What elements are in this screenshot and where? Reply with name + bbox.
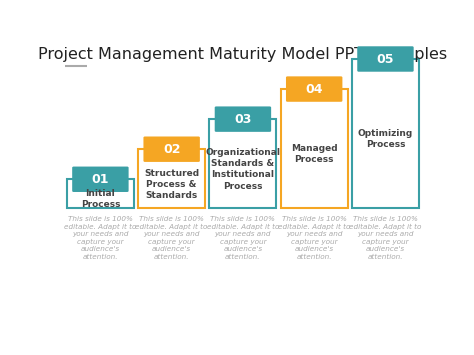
FancyBboxPatch shape <box>72 166 128 192</box>
Text: Organizational
Standards &
Institutional
Process: Organizational Standards & Institutional… <box>205 148 281 191</box>
Text: This slide is 100%
editable. Adapt it to
your needs and
capture your
audience's
: This slide is 100% editable. Adapt it to… <box>64 216 137 260</box>
Bar <box>352 59 419 208</box>
Text: This slide is 100%
editable. Adapt it to
your needs and
capture your
audience's
: This slide is 100% editable. Adapt it to… <box>207 216 279 260</box>
FancyBboxPatch shape <box>215 106 271 132</box>
Text: 04: 04 <box>305 83 323 95</box>
Text: Structured
Process &
Standards: Structured Process & Standards <box>144 169 199 200</box>
Text: 01: 01 <box>91 173 109 186</box>
Text: 02: 02 <box>163 143 181 156</box>
Bar <box>138 149 205 208</box>
Bar <box>210 119 276 208</box>
Text: 05: 05 <box>377 53 394 66</box>
FancyBboxPatch shape <box>357 46 414 72</box>
Text: 03: 03 <box>234 113 252 126</box>
Text: Project Management Maturity Model PPT Examples: Project Management Maturity Model PPT Ex… <box>38 47 447 62</box>
Bar <box>281 89 347 208</box>
Text: This slide is 100%
editable. Adapt it to
your needs and
capture your
audience's
: This slide is 100% editable. Adapt it to… <box>278 216 350 260</box>
Text: Optimizing
Process: Optimizing Process <box>358 129 413 149</box>
FancyBboxPatch shape <box>286 76 342 102</box>
Text: Managed
Process: Managed Process <box>291 144 337 164</box>
Text: This slide is 100%
editable. Adapt it to
your needs and
capture your
audience's
: This slide is 100% editable. Adapt it to… <box>136 216 208 260</box>
Bar <box>67 179 134 208</box>
FancyBboxPatch shape <box>144 136 200 162</box>
Text: This slide is 100%
editable. Adapt it to
your needs and
capture your
audience's
: This slide is 100% editable. Adapt it to… <box>349 216 422 260</box>
Text: Initial
Process: Initial Process <box>81 189 120 209</box>
